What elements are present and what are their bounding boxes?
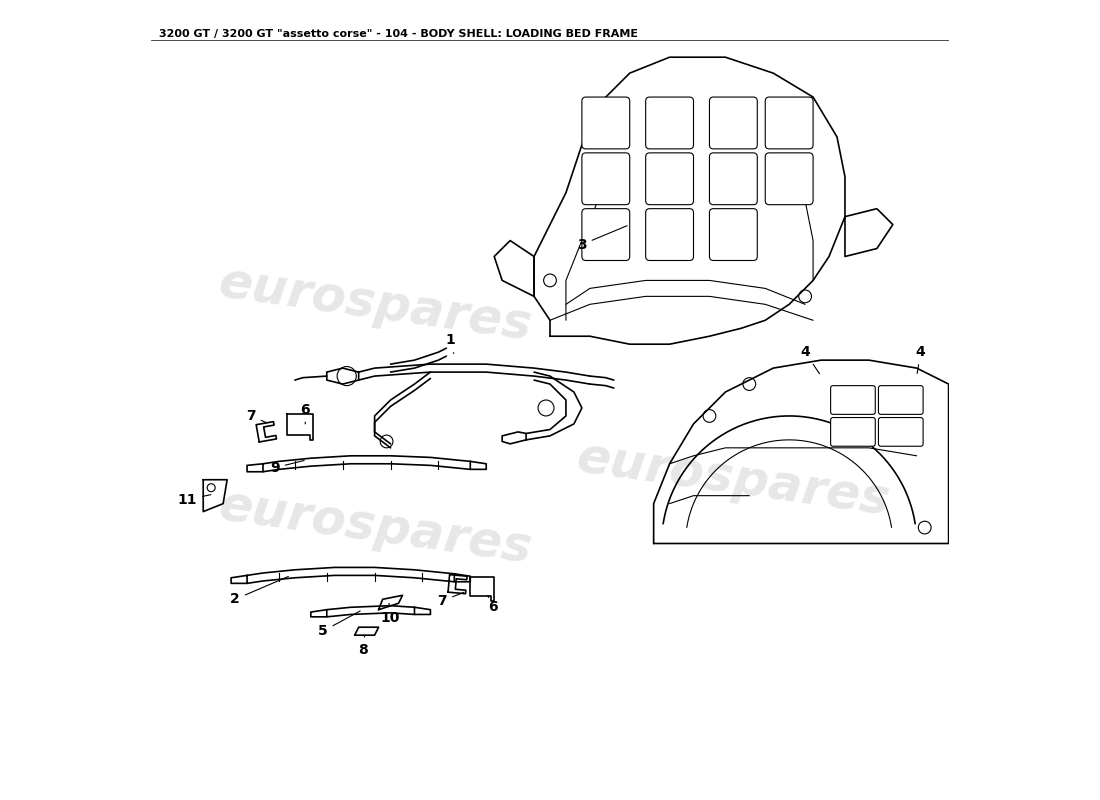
FancyBboxPatch shape xyxy=(879,386,923,414)
FancyBboxPatch shape xyxy=(766,97,813,149)
FancyBboxPatch shape xyxy=(710,97,757,149)
FancyBboxPatch shape xyxy=(582,209,629,261)
Text: 4: 4 xyxy=(916,345,925,374)
Text: 7: 7 xyxy=(438,592,464,608)
FancyBboxPatch shape xyxy=(710,153,757,205)
Text: 2: 2 xyxy=(230,577,288,606)
Text: 6: 6 xyxy=(300,402,310,424)
FancyBboxPatch shape xyxy=(830,386,876,414)
Text: 8: 8 xyxy=(358,635,367,657)
Text: 5: 5 xyxy=(318,611,360,638)
Text: 7: 7 xyxy=(246,409,267,423)
Text: eurospares: eurospares xyxy=(214,482,535,574)
FancyBboxPatch shape xyxy=(646,209,693,261)
Text: 4: 4 xyxy=(800,345,820,374)
Text: 10: 10 xyxy=(381,603,400,626)
Text: 9: 9 xyxy=(271,461,305,474)
Text: 11: 11 xyxy=(177,493,211,506)
FancyBboxPatch shape xyxy=(582,153,629,205)
Text: 1: 1 xyxy=(446,334,455,354)
Text: 6: 6 xyxy=(487,595,497,614)
FancyBboxPatch shape xyxy=(766,153,813,205)
FancyBboxPatch shape xyxy=(830,418,876,446)
Text: 3: 3 xyxy=(578,226,627,251)
FancyBboxPatch shape xyxy=(710,209,757,261)
Text: eurospares: eurospares xyxy=(573,434,893,526)
Text: eurospares: eurospares xyxy=(214,258,535,350)
FancyBboxPatch shape xyxy=(646,97,693,149)
FancyBboxPatch shape xyxy=(582,97,629,149)
FancyBboxPatch shape xyxy=(646,153,693,205)
Text: 3200 GT / 3200 GT "assetto corse" - 104 - BODY SHELL: LOADING BED FRAME: 3200 GT / 3200 GT "assetto corse" - 104 … xyxy=(160,30,638,39)
FancyBboxPatch shape xyxy=(879,418,923,446)
